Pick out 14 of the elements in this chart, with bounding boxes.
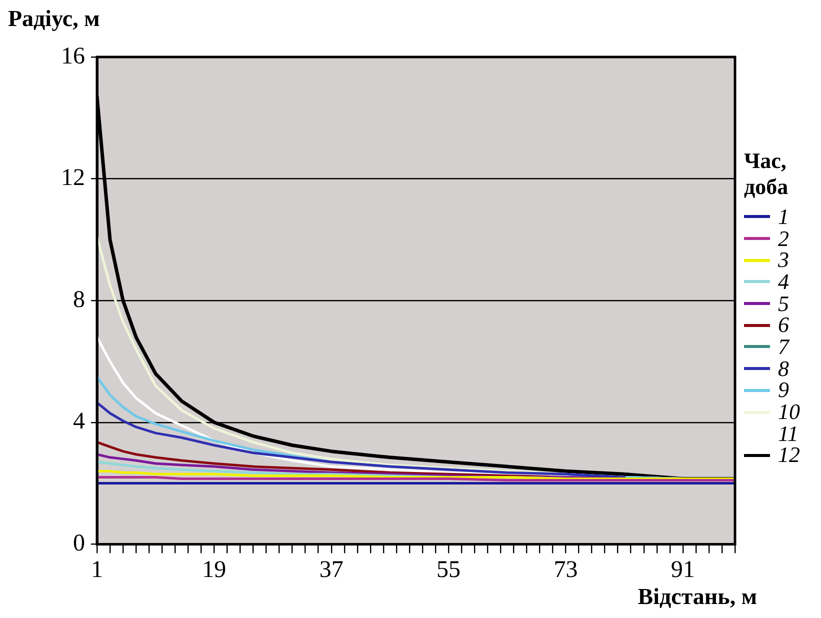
y-tick-label: 16 [61,43,85,70]
x-tick-label: 73 [554,556,578,583]
y-tick-label: 0 [73,530,85,556]
y-tick-label: 8 [73,286,85,313]
x-tick-label: 91 [670,556,695,583]
x-tick-label: 55 [436,556,461,583]
y-axis-title: Радіус, м [8,6,100,32]
x-tick-label: 1 [91,556,103,583]
x-tick-label: 19 [202,556,226,583]
y-tick-label: 12 [61,165,85,192]
legend-title: Час, доба [744,148,790,200]
y-tick-label: 4 [73,408,85,435]
x-axis-title: Відстань, м [638,584,757,610]
x-tick-label: 37 [319,556,344,583]
